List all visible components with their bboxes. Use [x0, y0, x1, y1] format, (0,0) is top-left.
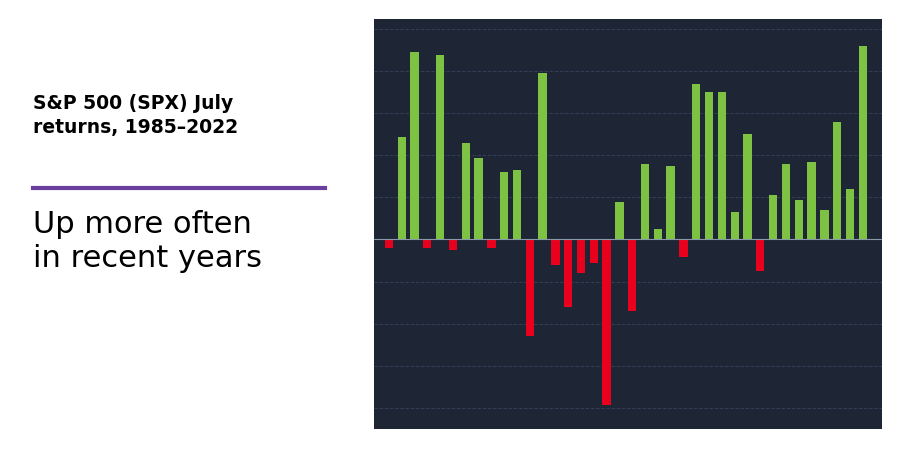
Bar: [513, 170, 521, 239]
Bar: [487, 239, 496, 248]
Bar: [705, 92, 713, 239]
Bar: [667, 166, 675, 239]
Bar: [859, 46, 867, 239]
Bar: [731, 212, 739, 239]
Bar: [398, 137, 406, 239]
Bar: [717, 92, 726, 239]
Bar: [526, 239, 534, 336]
Bar: [551, 239, 560, 265]
Bar: [680, 239, 688, 257]
Bar: [692, 84, 700, 239]
Bar: [616, 202, 624, 239]
Bar: [743, 134, 752, 239]
Bar: [641, 164, 649, 239]
Bar: [833, 122, 842, 239]
Bar: [423, 239, 431, 248]
Bar: [384, 239, 393, 248]
Bar: [820, 210, 829, 239]
Bar: [410, 52, 419, 239]
Bar: [653, 229, 662, 239]
Bar: [846, 189, 854, 239]
Bar: [474, 157, 482, 239]
Bar: [782, 164, 790, 239]
Bar: [769, 195, 778, 239]
Bar: [500, 172, 508, 239]
Bar: [756, 239, 764, 271]
Bar: [602, 239, 611, 406]
Bar: [577, 239, 585, 273]
Bar: [795, 200, 803, 239]
Text: S&P 500 (SPX) July
returns, 1985–2022: S&P 500 (SPX) July returns, 1985–2022: [33, 94, 238, 138]
Bar: [590, 239, 598, 263]
Bar: [628, 239, 636, 311]
Bar: [436, 55, 445, 239]
Bar: [564, 239, 572, 307]
Bar: [449, 239, 457, 250]
Bar: [462, 143, 470, 239]
Bar: [807, 162, 815, 239]
Bar: [538, 73, 546, 239]
Text: Up more often
in recent years: Up more often in recent years: [33, 210, 262, 273]
